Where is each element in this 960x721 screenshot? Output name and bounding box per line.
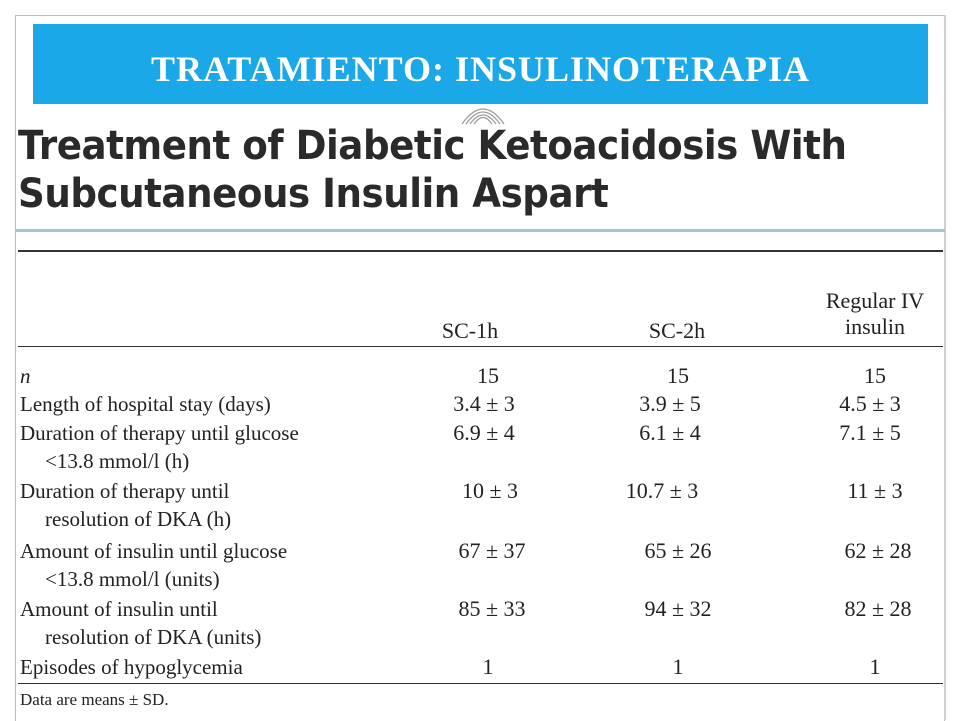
table-footnote: Data are means ± SD. bbox=[20, 690, 169, 709]
cell-hypoglycemia-regular: 1 bbox=[869, 654, 881, 679]
row-label-duration-glucose-line1: Duration of therapy until glucose bbox=[20, 421, 299, 445]
cell-hospital-stay-regular: 4.5 ± 3 bbox=[839, 391, 901, 416]
row-label-insulin-dka-line1: Amount of insulin until bbox=[20, 597, 218, 621]
slide-title: TRATAMIENTO: INSULINOTERAPIA bbox=[150, 49, 811, 89]
cell-insulin-dka-sc1h: 85 ± 33 bbox=[458, 596, 526, 621]
table-top-rule bbox=[18, 250, 943, 252]
column-header-regular-iv: Regular IV insulin bbox=[795, 288, 955, 340]
column-header-sc1h: SC-1h bbox=[441, 318, 499, 343]
article-title: Treatment of Diabetic Ketoacidosis With … bbox=[18, 122, 883, 218]
divider-blue bbox=[15, 229, 945, 232]
cell-duration-glucose-regular: 7.1 ± 5 bbox=[839, 420, 901, 445]
row-label-insulin-glucose-line1: Amount of insulin until glucose bbox=[20, 539, 288, 563]
row-label-hospital-stay: Length of hospital stay (days) bbox=[20, 392, 271, 416]
cell-hospital-stay-sc1h: 3.4 ± 3 bbox=[453, 391, 515, 416]
row-label-insulin-glucose-line2: <13.8 mmol/l (units) bbox=[45, 567, 220, 591]
cell-duration-glucose-sc2h: 6.1 ± 4 bbox=[639, 420, 701, 445]
row-label-insulin-glucose: Amount of insulin until glucose <13.8 mm… bbox=[20, 537, 287, 593]
row-label-hypoglycemia: Episodes of hypoglycemia bbox=[20, 655, 243, 679]
cell-duration-glucose-sc1h: 6.9 ± 4 bbox=[453, 420, 515, 445]
column-header-regular-line2: insulin bbox=[845, 314, 905, 339]
cell-duration-dka-sc2h: 10.7 ± 3 bbox=[625, 478, 699, 503]
column-header-sc2h: SC-2h bbox=[648, 318, 706, 343]
row-label-duration-dka-line1: Duration of therapy until bbox=[20, 479, 230, 503]
row-label-duration-dka-line2: resolution of DKA (h) bbox=[45, 507, 232, 531]
cell-insulin-dka-regular: 82 ± 28 bbox=[844, 596, 912, 621]
cell-duration-dka-sc1h: 10 ± 3 bbox=[461, 478, 519, 503]
cell-n-sc2h: 15 bbox=[667, 363, 689, 388]
row-label-insulin-dka: Amount of insulin until resolution of DK… bbox=[20, 595, 261, 651]
cell-n-sc1h: 15 bbox=[477, 363, 499, 388]
row-label-insulin-dka-line2: resolution of DKA (units) bbox=[45, 625, 262, 649]
column-header-regular-line1: Regular IV bbox=[825, 288, 925, 313]
swirl-decoration bbox=[461, 108, 505, 125]
cell-hypoglycemia-sc1h: 1 bbox=[482, 654, 494, 679]
article-title-line1: Treatment of Diabetic Ketoacidosis With bbox=[18, 123, 847, 169]
cell-insulin-dka-sc2h: 94 ± 32 bbox=[644, 596, 712, 621]
cell-insulin-glucose-regular: 62 ± 28 bbox=[844, 538, 912, 563]
header-rule bbox=[18, 346, 943, 347]
cell-duration-dka-regular: 11 ± 3 bbox=[847, 478, 903, 503]
table-bottom-rule bbox=[18, 683, 943, 684]
slide-right-border bbox=[944, 15, 946, 720]
article-title-line2: Subcutaneous Insulin Aspart bbox=[18, 171, 609, 217]
cell-insulin-glucose-sc1h: 67 ± 37 bbox=[458, 538, 526, 563]
cell-insulin-glucose-sc2h: 65 ± 26 bbox=[644, 538, 712, 563]
row-label-duration-dka: Duration of therapy until resolution of … bbox=[20, 477, 231, 533]
cell-n-regular: 15 bbox=[864, 363, 886, 388]
cell-hypoglycemia-sc2h: 1 bbox=[672, 654, 684, 679]
title-banner: TRATAMIENTO: INSULINOTERAPIA bbox=[33, 24, 928, 104]
cell-hospital-stay-sc2h: 3.9 ± 5 bbox=[639, 391, 701, 416]
row-label-n: n bbox=[20, 364, 31, 388]
row-label-duration-glucose: Duration of therapy until glucose <13.8 … bbox=[20, 419, 299, 475]
row-label-duration-glucose-line2: <13.8 mmol/l (h) bbox=[45, 449, 190, 473]
